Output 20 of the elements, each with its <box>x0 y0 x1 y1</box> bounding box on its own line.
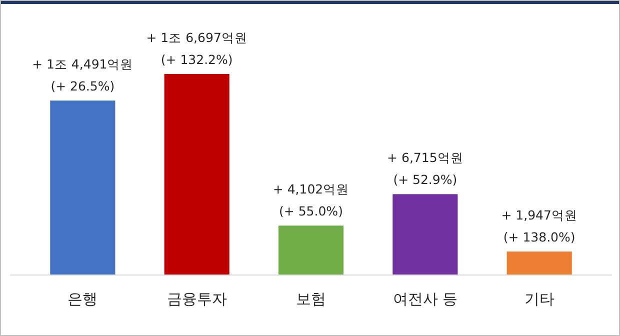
x-tick-label: 은행 <box>68 290 98 308</box>
annotation: (+ 26.5%) <box>50 78 115 94</box>
data-label: + 6,715억원 <box>387 150 464 166</box>
bar <box>278 226 344 275</box>
data-label: + 4,102억원 <box>272 182 350 197</box>
x-tick-label: 금융투자 <box>166 290 227 308</box>
bar <box>506 252 572 275</box>
bar <box>392 194 458 275</box>
annotation: (+ 52.9%) <box>393 172 458 188</box>
x-tick-label: 여전사 등 <box>392 290 458 308</box>
annotation: (+ 132.2%) <box>160 52 233 67</box>
x-tick-label: 보험 <box>296 290 326 308</box>
x-tick-label: 기타 <box>524 290 554 308</box>
bar <box>164 74 230 275</box>
annotation: (+ 55.0%) <box>279 204 343 219</box>
data-label: + 1조 4,491억원 <box>32 56 134 72</box>
data-label: + 1,947억원 <box>501 208 578 223</box>
data-label: + 1조 6,697억원 <box>146 30 248 45</box>
annotation: (+ 138.0%) <box>503 230 576 245</box>
bar <box>50 100 116 275</box>
